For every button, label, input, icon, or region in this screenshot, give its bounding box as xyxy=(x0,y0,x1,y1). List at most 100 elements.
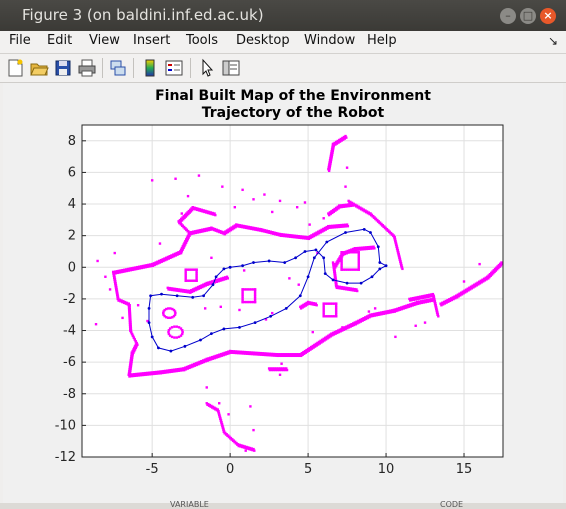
map-point xyxy=(329,224,332,228)
map-point xyxy=(442,300,446,304)
map-point xyxy=(454,297,457,300)
map-point xyxy=(265,353,269,357)
map-point xyxy=(199,362,202,365)
map-point xyxy=(129,360,132,364)
maximize-button[interactable]: □ xyxy=(520,8,536,24)
menu-window[interactable]: Window xyxy=(304,33,356,48)
map-point xyxy=(283,368,287,372)
map-point xyxy=(363,246,366,249)
axes-area[interactable] xyxy=(82,125,503,457)
menu-file[interactable]: File xyxy=(9,33,31,48)
map-point xyxy=(336,285,340,288)
map-point xyxy=(232,439,235,442)
map-point xyxy=(142,372,145,375)
map-point xyxy=(259,229,262,232)
dock-arrow-icon[interactable]: ↘ xyxy=(547,34,558,48)
map-point xyxy=(288,353,291,356)
map-point xyxy=(397,309,400,312)
map-point xyxy=(389,311,393,314)
open-file-icon[interactable] xyxy=(29,58,49,78)
map-square-point xyxy=(195,268,198,271)
close-button[interactable]: × xyxy=(540,8,556,24)
new-figure-icon[interactable] xyxy=(5,58,25,78)
map-point xyxy=(409,304,413,308)
title-bar[interactable]: Figure 3 (on baldini.inf.ed.ac.uk) – □ × xyxy=(0,0,566,31)
menu-desktop[interactable]: Desktop xyxy=(236,33,290,48)
map-point xyxy=(186,211,189,214)
map-point xyxy=(229,351,233,354)
map-point xyxy=(228,435,231,438)
map-point xyxy=(214,279,218,282)
map-circle-point xyxy=(179,334,183,337)
map-scatter-point xyxy=(249,405,252,408)
map-point xyxy=(367,211,370,214)
menu-edit[interactable]: Edit xyxy=(47,33,73,48)
map-point xyxy=(320,341,323,344)
map-point xyxy=(456,293,460,296)
map-point xyxy=(187,231,191,234)
map-point xyxy=(226,434,230,437)
property-editor-icon[interactable] xyxy=(221,58,241,78)
map-point xyxy=(159,372,162,375)
map-point xyxy=(221,424,224,428)
map-point xyxy=(225,351,228,354)
map-circle-point xyxy=(165,316,168,319)
menu-help[interactable]: Help xyxy=(367,33,397,48)
map-point xyxy=(232,226,236,230)
map-point xyxy=(166,286,169,290)
map-square-point xyxy=(250,300,253,304)
map-point xyxy=(286,353,289,356)
menu-insert[interactable]: Insert xyxy=(133,33,171,48)
map-point xyxy=(148,373,151,376)
map-point xyxy=(346,249,349,253)
map-point xyxy=(476,281,479,284)
map-point xyxy=(338,328,342,331)
map-point xyxy=(354,289,357,292)
map-point xyxy=(225,433,228,436)
trajectory-point xyxy=(331,278,335,282)
map-point xyxy=(225,275,229,278)
map-point xyxy=(235,224,239,228)
map-point xyxy=(367,247,370,250)
pointer-icon[interactable] xyxy=(197,58,217,78)
map-point xyxy=(482,280,485,283)
map-point xyxy=(321,340,325,343)
print-icon[interactable] xyxy=(77,58,97,78)
map-scatter-point xyxy=(205,386,208,389)
map-point xyxy=(181,290,185,293)
map-point xyxy=(402,307,405,310)
map-square-point xyxy=(353,251,357,254)
map-point xyxy=(257,351,261,355)
map-point xyxy=(178,218,182,222)
map-square-point xyxy=(342,268,345,271)
minimize-button[interactable]: – xyxy=(500,8,516,24)
menu-tools[interactable]: Tools xyxy=(186,33,219,48)
map-point xyxy=(189,210,193,213)
colorbar-icon[interactable] xyxy=(140,58,160,78)
map-point xyxy=(123,270,127,273)
map-point xyxy=(350,248,353,251)
map-point xyxy=(494,269,498,272)
map-point xyxy=(123,268,126,271)
legend-icon[interactable] xyxy=(164,58,184,78)
map-point xyxy=(248,227,251,230)
map-point xyxy=(444,299,448,303)
map-point xyxy=(334,206,338,210)
map-point xyxy=(422,301,426,304)
save-icon[interactable] xyxy=(53,58,73,78)
map-square-point xyxy=(195,275,198,279)
map-point xyxy=(338,224,341,227)
map-point xyxy=(245,350,248,354)
map-point xyxy=(269,230,272,233)
map-point xyxy=(351,247,355,251)
map-point xyxy=(312,234,316,238)
map-point xyxy=(440,304,443,307)
map-point xyxy=(150,262,154,266)
map-point xyxy=(215,228,218,231)
map-point xyxy=(275,231,278,235)
link-icon[interactable] xyxy=(108,58,128,78)
map-square-point xyxy=(184,273,187,277)
menu-view[interactable]: View xyxy=(89,33,120,48)
map-scatter-point xyxy=(186,194,190,198)
map-point xyxy=(489,274,492,277)
